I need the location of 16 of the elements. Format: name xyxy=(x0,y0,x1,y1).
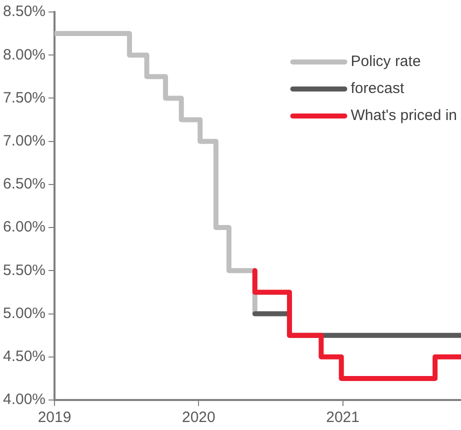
legend-label: Policy rate xyxy=(350,53,421,70)
y-tick-label: 4.50% xyxy=(2,348,46,366)
y-tick-label: 4.00% xyxy=(2,391,46,408)
legend-label: forecast xyxy=(350,80,405,98)
x-tick-label: 2019 xyxy=(38,409,72,426)
x-tick-label: 2021 xyxy=(326,409,360,426)
y-tick-label: 5.50% xyxy=(2,262,46,279)
y-tick-label: 8.50% xyxy=(2,3,46,20)
x-tick-label: 2020 xyxy=(182,409,216,426)
y-tick-label: 6.50% xyxy=(2,176,46,193)
y-tick-label: 8.00% xyxy=(2,46,46,64)
y-tick-label: 7.50% xyxy=(2,89,46,106)
y-tick-label: 7.00% xyxy=(2,132,46,150)
y-tick-label: 5.00% xyxy=(2,304,46,322)
y-tick-label: 6.00% xyxy=(2,218,46,236)
legend-label: What's priced in xyxy=(350,107,458,124)
